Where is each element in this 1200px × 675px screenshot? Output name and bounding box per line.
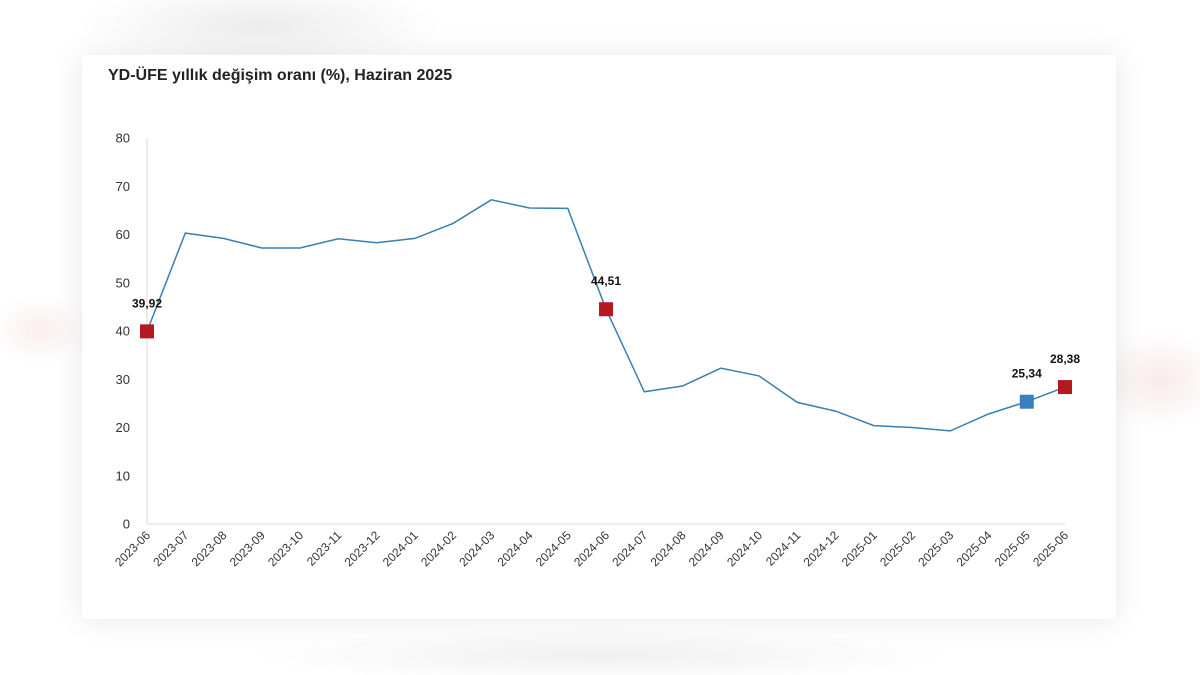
x-tick-label: 2024-03 bbox=[456, 528, 497, 569]
y-tick-label: 20 bbox=[116, 420, 130, 435]
x-tick-label: 2024-10 bbox=[724, 528, 765, 569]
y-tick-label: 40 bbox=[116, 324, 130, 339]
highlight-markers bbox=[140, 302, 1072, 409]
y-tick-label: 80 bbox=[116, 131, 130, 146]
x-tick-label: 2024-06 bbox=[571, 528, 612, 569]
x-tick-label: 2025-02 bbox=[877, 528, 918, 569]
chart-title: YD-ÜFE yıllık değişim oranı (%), Haziran… bbox=[108, 67, 453, 84]
y-tick-label: 0 bbox=[123, 517, 130, 532]
y-tick-label: 10 bbox=[116, 468, 130, 483]
x-tick-label: 2024-11 bbox=[763, 528, 804, 569]
highlight-marker bbox=[1019, 394, 1034, 409]
x-tick-label: 2024-01 bbox=[380, 528, 421, 569]
x-tick-label: 2025-01 bbox=[839, 528, 880, 569]
data-label: 28,38 bbox=[1050, 352, 1080, 366]
x-tick-label: 2025-03 bbox=[915, 528, 956, 569]
y-tick-label: 60 bbox=[116, 227, 130, 242]
y-tick-label: 50 bbox=[116, 275, 130, 290]
x-tick-label: 2024-12 bbox=[801, 528, 842, 569]
x-tick-label: 2024-04 bbox=[495, 528, 536, 569]
y-tick-labels: 0 10 20 30 40 50 60 70 80 bbox=[116, 131, 130, 532]
data-labels: 39,92 44,51 25,34 28,38 bbox=[132, 274, 1080, 380]
highlight-marker bbox=[1058, 380, 1072, 395]
x-tick-label: 2025-04 bbox=[954, 528, 995, 569]
x-tick-label: 2023-12 bbox=[342, 528, 383, 569]
x-tick-label: 2024-09 bbox=[686, 528, 727, 569]
x-tick-label: 2024-08 bbox=[648, 528, 689, 569]
x-tick-label: 2023-07 bbox=[150, 528, 191, 569]
y-tick-label: 30 bbox=[116, 372, 130, 387]
x-tick-label: 2023-10 bbox=[265, 528, 306, 569]
x-tick-label: 2023-09 bbox=[227, 528, 268, 569]
x-tick-label: 2023-08 bbox=[189, 528, 230, 569]
highlight-marker bbox=[599, 302, 613, 317]
x-tick-label: 2023-06 bbox=[112, 528, 153, 569]
data-label: 39,92 bbox=[132, 296, 162, 310]
x-tick-labels: 2023-062023-072023-082023-092023-102023-… bbox=[112, 528, 1071, 569]
x-tick-label: 2023-11 bbox=[304, 528, 345, 569]
x-tick-label: 2024-02 bbox=[418, 528, 459, 569]
x-tick-label: 2024-05 bbox=[533, 528, 574, 569]
x-tick-label: 2025-05 bbox=[992, 528, 1033, 569]
chart-card: YD-ÜFE yıllık değişim oranı (%), Haziran… bbox=[82, 55, 1116, 619]
y-tick-label: 70 bbox=[116, 179, 130, 194]
data-label: 44,51 bbox=[591, 274, 621, 288]
x-tick-label: 2025-06 bbox=[1030, 528, 1071, 569]
data-label: 25,34 bbox=[1012, 367, 1042, 381]
x-tick-label: 2024-07 bbox=[609, 528, 650, 569]
highlight-marker bbox=[140, 324, 154, 339]
